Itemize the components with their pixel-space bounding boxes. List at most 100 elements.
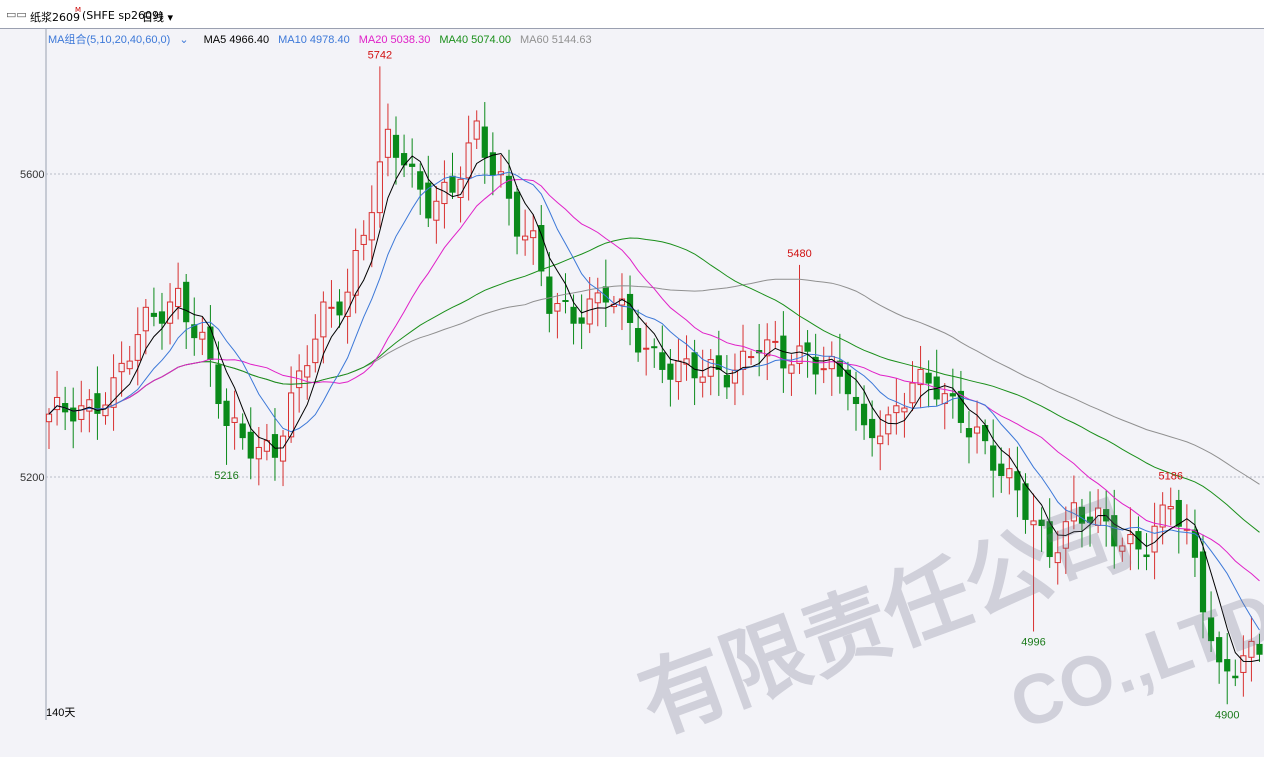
candle[interactable]: [812, 333, 819, 395]
candle[interactable]: [586, 277, 593, 334]
candle[interactable]: [45, 408, 53, 449]
candle[interactable]: [538, 205, 545, 287]
candle[interactable]: [578, 294, 585, 349]
candle[interactable]: [1078, 498, 1086, 548]
candle[interactable]: [1111, 489, 1118, 569]
candle[interactable]: [675, 339, 682, 400]
candle[interactable]: [247, 407, 254, 480]
candle[interactable]: [764, 323, 771, 381]
candle[interactable]: [86, 389, 93, 433]
candle[interactable]: [885, 406, 892, 446]
candle[interactable]: [175, 262, 182, 320]
candle[interactable]: [312, 314, 319, 373]
candle[interactable]: [554, 292, 561, 339]
candle[interactable]: [1095, 489, 1102, 534]
candle[interactable]: [425, 155, 432, 228]
candle[interactable]: [852, 371, 860, 431]
candle[interactable]: [70, 387, 77, 449]
candle[interactable]: [844, 361, 852, 411]
candle[interactable]: [207, 305, 214, 387]
candle[interactable]: [1207, 591, 1215, 652]
candle[interactable]: [481, 102, 488, 184]
candle[interactable]: [1119, 537, 1126, 562]
candle[interactable]: [465, 115, 472, 201]
candle[interactable]: [747, 350, 755, 365]
candle[interactable]: [731, 353, 739, 406]
candle[interactable]: [78, 380, 85, 433]
candle[interactable]: [917, 345, 924, 409]
candlestick-chart[interactable]: 5200 5600 5742 5216 5480 4996 5186 4900: [0, 29, 1264, 720]
candle[interactable]: [150, 287, 158, 327]
candle[interactable]: [376, 66, 383, 228]
candle[interactable]: [522, 209, 529, 256]
candle[interactable]: [901, 392, 908, 438]
candle[interactable]: [513, 186, 521, 255]
candle[interactable]: [828, 341, 835, 396]
candle[interactable]: [723, 355, 730, 399]
candle[interactable]: [990, 419, 997, 498]
candle[interactable]: [223, 388, 230, 465]
candle[interactable]: [392, 116, 400, 185]
candle[interactable]: [869, 400, 876, 457]
candle[interactable]: [1127, 507, 1134, 571]
ma-group-selector[interactable]: MA组合(5,10,20,40,60,0) ⌄: [48, 34, 189, 46]
candle[interactable]: [360, 220, 367, 261]
candle[interactable]: [691, 339, 698, 406]
candle[interactable]: [1183, 504, 1190, 545]
candle[interactable]: [352, 228, 359, 314]
candle[interactable]: [400, 134, 408, 178]
candle[interactable]: [110, 354, 117, 431]
candle[interactable]: [683, 335, 690, 381]
candle[interactable]: [707, 348, 714, 396]
candle[interactable]: [1070, 475, 1077, 530]
candle[interactable]: [1256, 633, 1263, 662]
candle[interactable]: [643, 322, 650, 376]
candle[interactable]: [651, 338, 658, 368]
candle[interactable]: [699, 349, 706, 398]
candle[interactable]: [384, 103, 392, 177]
candle[interactable]: [433, 186, 440, 244]
candle[interactable]: [304, 345, 311, 400]
candle[interactable]: [158, 292, 166, 350]
candle[interactable]: [715, 330, 722, 396]
candle[interactable]: [893, 378, 900, 435]
candle[interactable]: [288, 366, 295, 443]
candle[interactable]: [998, 447, 1005, 493]
candle[interactable]: [1143, 533, 1150, 571]
candle[interactable]: [336, 289, 343, 328]
candle[interactable]: [756, 323, 763, 377]
candle[interactable]: [53, 370, 61, 426]
candle[interactable]: [1022, 473, 1029, 534]
candle[interactable]: [191, 297, 198, 356]
candle[interactable]: [739, 324, 747, 396]
candle[interactable]: [94, 366, 101, 440]
candle[interactable]: [772, 320, 779, 349]
period-selector[interactable]: 日线 ▾: [142, 9, 173, 25]
candle[interactable]: [635, 309, 642, 362]
candle[interactable]: [231, 390, 238, 450]
candle[interactable]: [973, 400, 981, 454]
candle[interactable]: [1240, 635, 1247, 697]
candle[interactable]: [166, 283, 174, 345]
candle[interactable]: [409, 138, 416, 188]
candle[interactable]: [1199, 534, 1207, 639]
candle[interactable]: [1216, 631, 1223, 684]
candle[interactable]: [1103, 490, 1110, 547]
candle[interactable]: [965, 411, 973, 464]
candle[interactable]: [1038, 507, 1045, 552]
candle[interactable]: [618, 273, 626, 331]
candle[interactable]: [530, 214, 537, 265]
candle[interactable]: [667, 348, 674, 407]
candle[interactable]: [183, 273, 190, 349]
candle[interactable]: [546, 252, 553, 333]
candle[interactable]: [1167, 487, 1174, 526]
candle[interactable]: [126, 345, 133, 375]
candle[interactable]: [594, 277, 601, 327]
candle[interactable]: [1030, 493, 1037, 632]
candle[interactable]: [1086, 491, 1094, 547]
candle[interactable]: [877, 410, 884, 471]
candle[interactable]: [1224, 633, 1231, 705]
candle[interactable]: [473, 110, 480, 150]
candle[interactable]: [949, 368, 956, 419]
candle[interactable]: [1054, 530, 1061, 585]
